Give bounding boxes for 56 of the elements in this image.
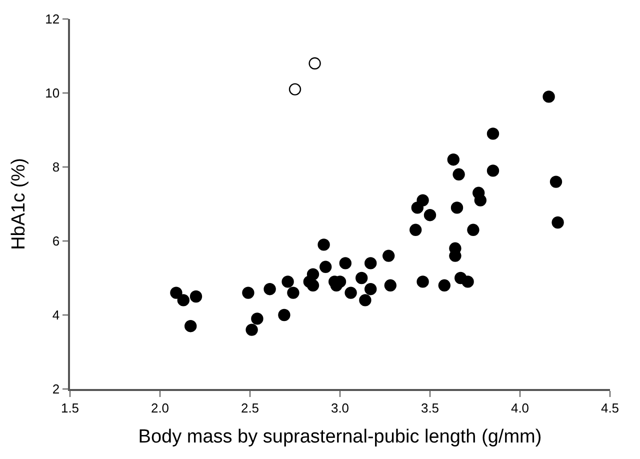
point [410,224,422,236]
y-tick-label: 2 [52,382,60,397]
y-tick-label: 8 [52,160,60,175]
point [308,57,321,70]
point [486,164,500,177]
point [288,83,302,96]
point [452,168,465,180]
point [170,286,182,299]
x-tick-label: 4.5 [600,400,620,416]
y-tick-label: 10 [45,86,60,101]
point [424,209,436,222]
point [246,324,258,336]
point [190,290,202,303]
point [318,238,330,251]
x-tick-label: 2.0 [150,400,170,416]
x-tick-label: 4.0 [510,400,530,416]
point [542,90,555,103]
point [242,286,254,299]
x-axis-title: Body mass by suprasternal-pubic length (g/mm) [138,426,542,448]
point [474,194,486,206]
point [462,276,474,288]
point [177,294,190,306]
point [356,272,368,284]
point [438,279,450,292]
point [552,216,564,229]
point [287,286,300,299]
point [264,283,276,296]
point [416,194,429,206]
x-tick-label: 1.5 [60,400,80,416]
y-tick-label: 6 [52,234,60,249]
point [278,308,290,322]
point [306,279,320,292]
point [364,257,377,270]
point [251,312,264,325]
y-tick-label: 4 [52,308,60,323]
point [416,276,429,288]
y-axis-title: HbA1c (%) [8,158,30,250]
x-tick-label: 3.0 [330,400,350,416]
point [320,260,332,273]
point [550,176,562,188]
point [339,257,352,270]
point [359,294,372,306]
point [450,202,464,214]
x-tick-label: 3.5 [420,400,440,416]
point [364,283,377,296]
point [467,224,480,236]
x-tick-label: 2.5 [240,400,260,416]
point [486,128,500,140]
point [344,286,357,299]
point [447,154,460,166]
point [384,279,396,292]
point [184,320,197,332]
point [382,250,395,262]
y-tick-label: 12 [45,12,60,27]
point [282,276,294,288]
point [306,268,320,280]
